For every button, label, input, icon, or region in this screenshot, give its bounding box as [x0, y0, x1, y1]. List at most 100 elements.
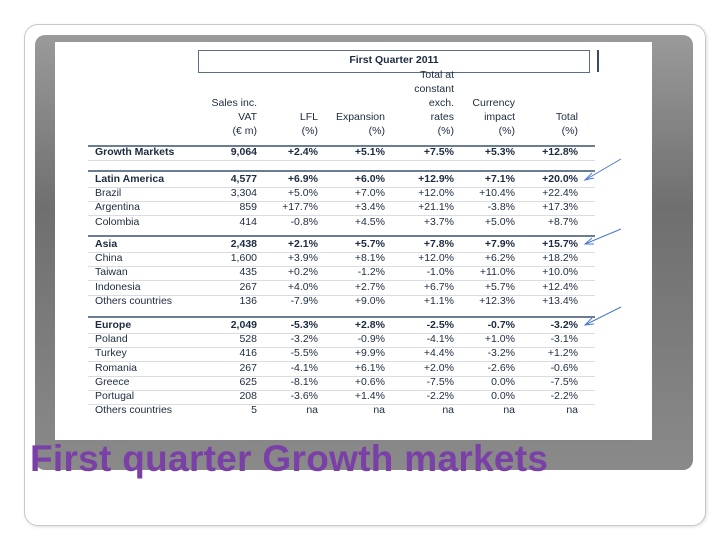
- cell-value: 1,600: [230, 252, 257, 265]
- cell-value: +6.2%: [484, 252, 515, 265]
- column-header: rates: [430, 111, 454, 123]
- divider: [597, 50, 599, 72]
- cell-value: +9.0%: [354, 294, 385, 307]
- cell-value: -1.2%: [357, 266, 385, 279]
- cell-value: 414: [239, 215, 257, 228]
- cell-value: +17.7%: [282, 201, 318, 214]
- cell-value: +7.5%: [423, 146, 454, 158]
- table-image: First Quarter 2011 Sales inc. VAT (€ m) LFL…: [55, 42, 652, 440]
- row-label: Taiwan: [95, 266, 128, 279]
- cell-value: +11.0%: [479, 266, 515, 279]
- rule: [88, 389, 595, 391]
- column-header: (%): [437, 125, 454, 137]
- cell-value: 5: [251, 404, 257, 417]
- cell-value: +8.7%: [547, 215, 578, 228]
- cell-value: +1.2%: [547, 347, 578, 360]
- cell-value: +12.0%: [418, 252, 454, 265]
- cell-value: 267: [239, 280, 257, 293]
- cell-value: +6.0%: [354, 173, 385, 185]
- cell-value: -3.6%: [290, 390, 318, 402]
- cell-value: -0.7%: [487, 319, 515, 331]
- cell-value: +5.0%: [484, 215, 515, 228]
- rule: [88, 333, 595, 334]
- cell-value: +1.4%: [354, 390, 385, 402]
- cell-value: -3.2%: [550, 319, 578, 331]
- row-label: Greece: [95, 375, 130, 388]
- cell-value: +10.0%: [542, 266, 578, 279]
- column-header: LFL: [299, 111, 318, 123]
- cell-value: +5.1%: [354, 146, 385, 158]
- cell-value: +7.9%: [484, 238, 515, 250]
- cell-value: +6.1%: [354, 361, 385, 374]
- rule: [88, 252, 595, 253]
- cell-value: 136: [239, 294, 257, 307]
- rule: [88, 215, 595, 217]
- cell-value: +4.4%: [423, 347, 454, 360]
- slide-frame: [24, 24, 706, 526]
- cell-value: -4.1%: [426, 333, 454, 346]
- cell-value: -4.1%: [290, 361, 318, 374]
- cell-value: na: [442, 404, 454, 417]
- cell-value: +1.1%: [423, 294, 454, 307]
- rule: [88, 170, 595, 172]
- cell-value: 859: [239, 201, 257, 214]
- rule: [88, 201, 595, 203]
- cell-value: +12.8%: [542, 146, 578, 158]
- cell-value: +3.4%: [354, 201, 385, 214]
- cell-value: 416: [239, 347, 257, 360]
- column-header: VAT: [238, 111, 257, 123]
- cell-value: -1.0%: [426, 266, 454, 279]
- cell-value: 625: [239, 375, 257, 388]
- rule: [88, 347, 595, 349]
- cell-value: +3.9%: [287, 252, 318, 265]
- rule: [88, 404, 595, 405]
- column-header: Sales inc.: [211, 97, 257, 109]
- column-header: impact: [484, 111, 515, 123]
- row-label: Europe: [95, 319, 132, 331]
- cell-value: +5.3%: [484, 146, 515, 158]
- cell-value: +12.9%: [418, 173, 454, 185]
- cell-value: 2,049: [230, 319, 257, 331]
- row-label: Turkey: [95, 347, 127, 360]
- cell-value: 267: [239, 361, 257, 374]
- cell-value: 0.0%: [491, 390, 515, 402]
- rule: [88, 375, 595, 377]
- arrows: [583, 158, 622, 326]
- cell-value: +10.4%: [479, 187, 515, 200]
- slide-title: First quarter Growth markets: [30, 438, 549, 479]
- cell-value: +0.6%: [354, 375, 385, 388]
- cell-value: -2.6%: [487, 361, 515, 374]
- rule: [88, 361, 595, 363]
- rule: [88, 280, 595, 282]
- column-header: (%): [301, 125, 318, 137]
- row-label: China: [95, 252, 123, 265]
- cell-value: +12.0%: [418, 187, 454, 200]
- rule: [88, 235, 595, 237]
- column-header: Total: [555, 111, 578, 123]
- cell-value: -8.1%: [290, 375, 318, 388]
- cell-value: 4,577: [230, 173, 257, 185]
- cell-value: na: [566, 404, 578, 417]
- cell-value: +12.3%: [479, 294, 515, 307]
- cell-value: 9,064: [230, 146, 257, 158]
- cell-value: -3.8%: [487, 201, 515, 214]
- cell-value: 528: [239, 333, 257, 346]
- cell-value: +4.5%: [354, 215, 385, 228]
- cell-value: +7.8%: [423, 238, 454, 250]
- row-label: Indonesia: [95, 280, 141, 293]
- cell-value: -2.2%: [426, 390, 454, 402]
- row-label: Others countries: [95, 294, 173, 307]
- cell-value: +7.1%: [484, 173, 515, 185]
- cell-value: +6.7%: [423, 280, 454, 293]
- column-header: constant: [414, 83, 454, 95]
- row-label: Romania: [95, 361, 138, 374]
- cell-value: +9.9%: [354, 347, 385, 360]
- cell-value: 0.0%: [491, 375, 515, 388]
- row-label: Poland: [95, 333, 128, 346]
- cell-value: -2.5%: [426, 319, 454, 331]
- rule: [88, 294, 595, 296]
- cell-value: +0.2%: [287, 266, 318, 279]
- cell-value: -7.5%: [550, 375, 578, 388]
- cell-value: +20.0%: [542, 173, 578, 185]
- rule: [88, 145, 595, 147]
